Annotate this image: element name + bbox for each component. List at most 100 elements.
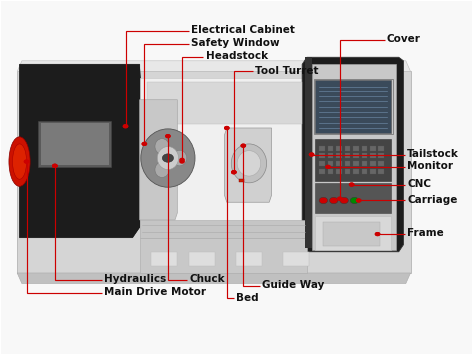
Bar <box>362 146 367 151</box>
Text: Bed: Bed <box>236 293 259 303</box>
Circle shape <box>375 232 380 236</box>
Circle shape <box>52 164 58 168</box>
Polygon shape <box>140 237 307 273</box>
Circle shape <box>231 170 237 174</box>
Bar <box>370 153 376 158</box>
Circle shape <box>319 197 328 204</box>
Circle shape <box>325 165 331 169</box>
Bar <box>314 79 393 134</box>
Bar <box>328 153 333 158</box>
Polygon shape <box>304 57 311 248</box>
Bar <box>319 146 325 151</box>
Bar <box>353 146 359 151</box>
Bar <box>370 161 376 166</box>
Bar <box>378 169 384 174</box>
Circle shape <box>123 124 128 129</box>
Circle shape <box>309 152 314 157</box>
Circle shape <box>349 182 355 187</box>
Circle shape <box>224 126 229 130</box>
Circle shape <box>24 159 29 164</box>
Ellipse shape <box>237 151 261 176</box>
Bar <box>345 161 350 166</box>
Polygon shape <box>19 64 150 237</box>
Circle shape <box>329 197 338 204</box>
Ellipse shape <box>155 139 169 154</box>
Bar <box>315 80 391 133</box>
Polygon shape <box>38 121 111 167</box>
Text: Safety Window: Safety Window <box>191 38 280 48</box>
Text: Cover: Cover <box>387 34 421 44</box>
Bar <box>315 138 391 181</box>
Circle shape <box>162 154 173 162</box>
Text: Tailstock: Tailstock <box>407 149 459 159</box>
Bar <box>345 153 350 158</box>
Bar <box>378 146 384 151</box>
Polygon shape <box>225 128 272 202</box>
Bar <box>319 153 325 158</box>
Circle shape <box>375 232 380 236</box>
Polygon shape <box>147 82 302 125</box>
Circle shape <box>52 164 58 168</box>
Text: Guide Way: Guide Way <box>262 280 325 290</box>
Bar <box>362 169 367 174</box>
Circle shape <box>240 143 246 148</box>
Ellipse shape <box>12 144 27 179</box>
Circle shape <box>350 197 359 204</box>
Bar <box>315 183 391 213</box>
Circle shape <box>179 159 185 164</box>
Polygon shape <box>311 64 396 250</box>
Circle shape <box>349 182 355 187</box>
Bar <box>328 146 333 151</box>
Ellipse shape <box>141 129 195 187</box>
Circle shape <box>337 197 343 201</box>
Circle shape <box>309 152 314 157</box>
Polygon shape <box>140 78 307 237</box>
Bar <box>328 169 333 174</box>
Bar <box>353 153 359 158</box>
Circle shape <box>356 198 362 203</box>
Polygon shape <box>19 64 140 237</box>
Circle shape <box>165 134 171 138</box>
Bar <box>189 252 215 266</box>
Polygon shape <box>17 61 410 71</box>
Bar <box>238 179 244 182</box>
Circle shape <box>179 158 185 162</box>
Circle shape <box>240 143 246 148</box>
Bar <box>319 169 325 174</box>
Ellipse shape <box>155 162 169 178</box>
Circle shape <box>142 142 147 146</box>
Bar <box>362 153 367 158</box>
Bar <box>151 252 177 266</box>
Ellipse shape <box>157 147 179 170</box>
Text: CNC: CNC <box>407 179 431 189</box>
Polygon shape <box>17 273 410 284</box>
Circle shape <box>224 126 229 130</box>
Bar <box>378 153 384 158</box>
Bar <box>236 252 262 266</box>
Circle shape <box>356 198 362 203</box>
Circle shape <box>325 165 331 169</box>
Bar <box>319 161 325 166</box>
Bar <box>323 222 380 246</box>
Bar <box>362 161 367 166</box>
Bar <box>315 217 391 250</box>
Text: Main Drive Motor: Main Drive Motor <box>104 287 206 297</box>
Text: Electrical Cabinet: Electrical Cabinet <box>191 25 295 35</box>
Bar <box>345 146 350 151</box>
Text: Tool Turret: Tool Turret <box>255 66 319 76</box>
Polygon shape <box>140 100 177 220</box>
Circle shape <box>24 159 29 164</box>
Ellipse shape <box>173 150 187 166</box>
Circle shape <box>340 197 348 204</box>
Polygon shape <box>41 123 109 165</box>
Text: Headstock: Headstock <box>206 51 268 61</box>
Bar <box>336 169 342 174</box>
Circle shape <box>231 170 237 174</box>
Bar <box>345 169 350 174</box>
Polygon shape <box>17 71 410 273</box>
Circle shape <box>231 170 237 174</box>
Bar <box>336 161 342 166</box>
Circle shape <box>337 197 343 201</box>
Circle shape <box>52 164 58 168</box>
Bar <box>353 169 359 174</box>
